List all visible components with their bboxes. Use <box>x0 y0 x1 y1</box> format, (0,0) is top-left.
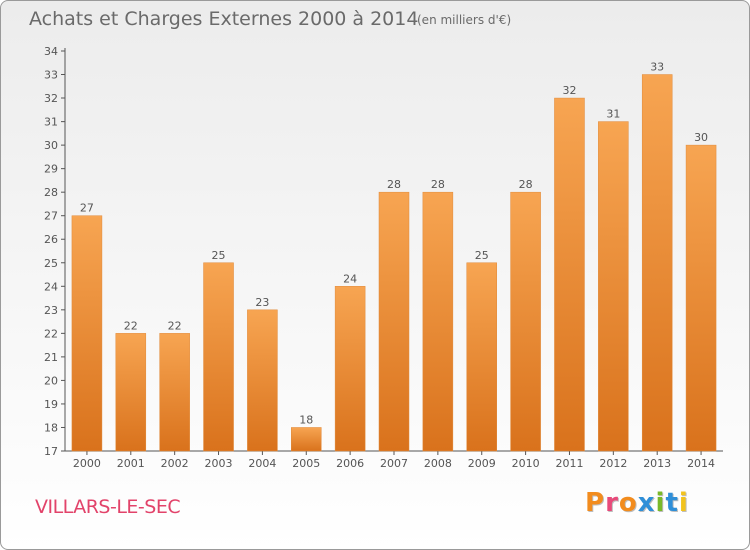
bar <box>598 121 629 452</box>
x-tick-label: 2008 <box>424 457 452 470</box>
y-tick-label: 19 <box>44 398 58 411</box>
y-tick-label: 28 <box>44 186 58 199</box>
data-label: 28 <box>431 178 445 191</box>
proxiti-logo: Proxiti <box>585 488 689 518</box>
bar <box>291 427 322 452</box>
y-tick-label: 18 <box>44 421 58 434</box>
logo-letter: i <box>678 488 689 518</box>
data-label: 25 <box>475 249 489 262</box>
y-tick-label: 23 <box>44 304 58 317</box>
data-label: 32 <box>562 84 576 97</box>
x-tick-label: 2010 <box>512 457 540 470</box>
bar <box>466 262 497 452</box>
bar <box>685 144 717 452</box>
x-tick-label: 2002 <box>161 457 189 470</box>
logo-letter: r <box>605 488 619 518</box>
bar <box>159 333 190 452</box>
y-tick-label: 22 <box>44 327 58 340</box>
logo-letter: t <box>665 488 679 518</box>
bar <box>247 309 278 452</box>
y-tick-label: 24 <box>44 280 58 293</box>
data-label: 27 <box>80 202 94 215</box>
bar <box>71 215 103 452</box>
y-tick-label: 31 <box>44 116 58 129</box>
x-tick-label: 2011 <box>555 457 583 470</box>
x-tick-label: 2005 <box>292 457 320 470</box>
data-label: 31 <box>606 108 620 121</box>
data-label: 28 <box>519 178 533 191</box>
y-tick-label: 25 <box>44 257 58 270</box>
chart-title: Achats et Charges Externes 2000 à 2014 <box>29 8 419 30</box>
x-tick-label: 2001 <box>117 457 145 470</box>
data-label: 22 <box>168 319 182 332</box>
bar <box>334 286 366 452</box>
x-tick-label: 2004 <box>248 457 276 470</box>
x-tick-label: 2006 <box>336 457 364 470</box>
y-tick-label: 30 <box>44 139 58 152</box>
y-tick-label: 29 <box>44 163 58 176</box>
data-label: 18 <box>299 413 313 426</box>
y-tick-label: 33 <box>44 69 58 82</box>
chart-subtitle: (en milliers d'€) <box>417 13 512 27</box>
data-label: 22 <box>124 319 138 332</box>
x-tick-label: 2003 <box>205 457 233 470</box>
logo-letter: o <box>618 488 638 518</box>
y-tick-label: 20 <box>44 374 58 387</box>
logo-letter: i <box>655 488 666 518</box>
y-tick-label: 34 <box>44 45 58 58</box>
data-label: 24 <box>343 272 357 285</box>
x-tick-label: 2012 <box>599 457 627 470</box>
data-label: 28 <box>387 178 401 191</box>
y-tick-label: 17 <box>44 445 58 458</box>
data-label: 33 <box>650 61 664 74</box>
commune-name: VILLARS-LE-SEC <box>35 496 181 518</box>
logo-letter: P <box>585 488 606 518</box>
y-tick-label: 21 <box>44 351 58 364</box>
data-labels: 27 22 22 25 23 18 24 28 28 25 28 32 31 33 30 <box>80 61 708 427</box>
y-axis: 17 18 19 20 21 22 23 24 25 26 27 28 29 30 31 32 33 34 <box>44 45 66 458</box>
bar <box>422 191 454 452</box>
x-tick-label: 2013 <box>643 457 671 470</box>
bar <box>203 262 234 452</box>
logo-letter: x <box>637 488 656 518</box>
x-tick-label: 2007 <box>380 457 408 470</box>
bar <box>641 74 673 452</box>
bar <box>554 97 585 452</box>
bars <box>71 74 717 452</box>
bar <box>115 333 147 452</box>
data-label: 23 <box>255 296 269 309</box>
bar <box>378 191 410 452</box>
data-label: 30 <box>694 131 708 144</box>
x-tick-label: 2009 <box>468 457 496 470</box>
x-axis: 2000 2001 2002 2003 2004 2005 2006 2007 2008 2009… <box>65 450 723 470</box>
x-tick-label: 2014 <box>687 457 715 470</box>
data-label: 25 <box>212 249 226 262</box>
y-tick-label: 32 <box>44 92 58 105</box>
y-tick-label: 27 <box>44 210 58 223</box>
y-tick-label: 26 <box>44 233 58 246</box>
bar <box>510 191 541 452</box>
x-tick-label: 2000 <box>73 457 101 470</box>
